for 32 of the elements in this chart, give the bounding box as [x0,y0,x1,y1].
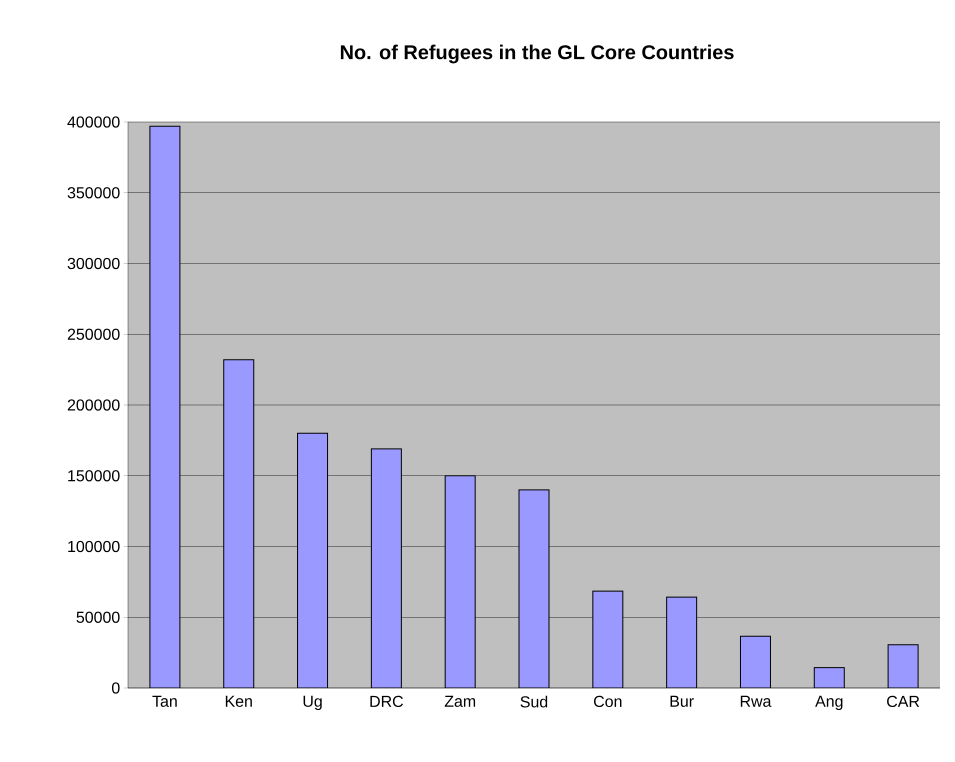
x-tick-label: Tan [152,696,177,707]
bar [666,596,698,688]
x-tick-label: Con [594,696,622,708]
x-tick-label: Ken [226,696,252,707]
bar [592,590,624,688]
bar [740,636,771,688]
y-tick-label: 400000 [67,116,120,128]
y-tick-label: 100000 [68,540,120,552]
bar [297,432,328,688]
x-tick-label: Zam [444,696,476,707]
y-tick-label: 0 [112,682,120,694]
bar [518,489,550,688]
y-tick-label: 200000 [68,399,120,411]
x-tick-label: DRC [370,696,404,708]
bar [370,448,402,688]
x-tick-label: Ang [815,696,842,710]
bar [444,475,476,688]
y-tick-label: 50000 [76,612,120,623]
y-tick-label: 150000 [68,470,120,482]
chart-title: No. of Refugees in the GL Core Countries [340,44,734,64]
bar [223,359,254,688]
x-tick-label: Rwa [740,696,772,707]
x-tick-label: Sud [520,696,548,708]
x-tick-label: Ug [304,696,322,710]
bar [814,667,845,688]
y-tick-label: 300000 [68,258,120,270]
y-tick-label: 250000 [68,328,120,340]
x-tick-label: Bur [670,696,694,707]
bar [888,644,919,688]
y-tick-label: 350000 [68,187,120,198]
bar [149,126,180,688]
x-tick-label: CAR [887,696,920,708]
